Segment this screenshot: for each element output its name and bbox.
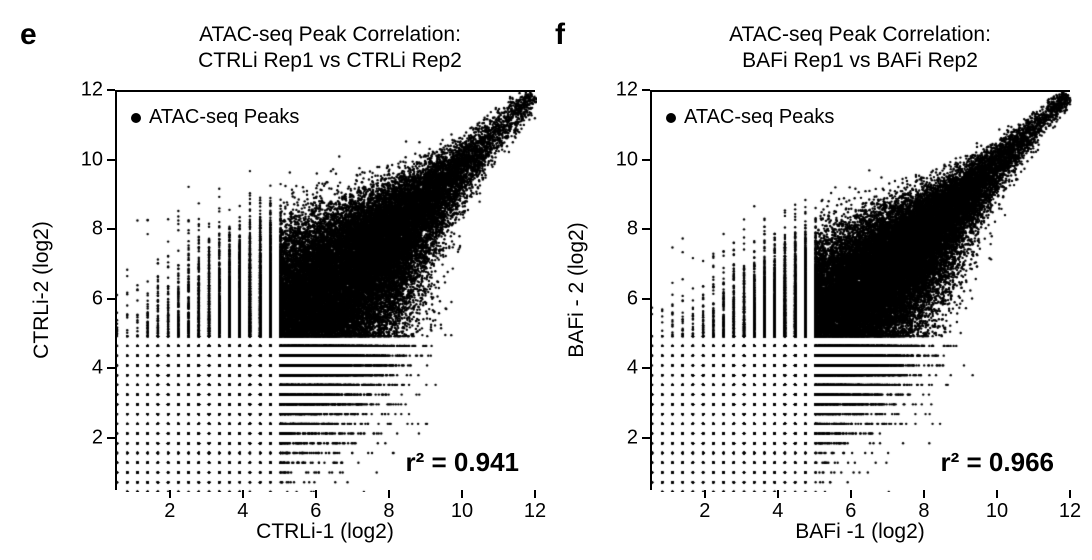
tick-mark-y <box>107 437 115 439</box>
tick-label-y: 8 <box>77 218 103 241</box>
tick-mark-y <box>107 367 115 369</box>
title-f-line1: ATAC-seq Peak Correlation: <box>729 23 991 46</box>
plot-frame-e: ATAC-seq Peaks r² = 0.941 <box>115 90 535 490</box>
scatter-canvas-f <box>652 92 1072 492</box>
tick-label-y: 6 <box>612 287 638 310</box>
legend-text-e: ATAC-seq Peaks <box>149 106 299 129</box>
tick-label-y: 2 <box>612 426 638 449</box>
tick-label-x: 4 <box>237 500 248 523</box>
tick-mark-x <box>704 490 706 498</box>
tick-label-y: 12 <box>612 79 638 102</box>
tick-label-y: 10 <box>77 148 103 171</box>
legend-text-f: ATAC-seq Peaks <box>684 106 834 129</box>
figure-container: e f ATAC-seq Peak Correlation: CTRLi Rep… <box>0 0 1092 560</box>
tick-label-x: 6 <box>845 500 856 523</box>
ylabel-e: CTRLi-2 (log2) <box>30 221 54 359</box>
title-f-line2: BAFi Rep1 vs BAFi Rep2 <box>742 49 978 72</box>
tick-mark-x <box>461 490 463 498</box>
tick-mark-y <box>642 437 650 439</box>
tick-mark-y <box>107 89 115 91</box>
tick-mark-y <box>642 89 650 91</box>
tick-mark-x <box>169 490 171 498</box>
scatter-canvas-e <box>117 92 537 492</box>
panel-label-f: f <box>555 18 565 52</box>
xlabel-e: CTRLi-1 (log2) <box>256 520 394 544</box>
tick-label-x: 12 <box>1059 500 1081 523</box>
r2-value-e: r² = 0.941 <box>406 447 519 477</box>
tick-label-x: 2 <box>699 500 710 523</box>
tick-mark-y <box>642 367 650 369</box>
tick-label-x: 8 <box>383 500 394 523</box>
tick-label-x: 6 <box>310 500 321 523</box>
tick-mark-y <box>642 228 650 230</box>
panel-label-e: e <box>20 18 37 52</box>
tick-mark-y <box>642 298 650 300</box>
tick-mark-x <box>996 490 998 498</box>
tick-label-y: 4 <box>612 357 638 380</box>
tick-label-y: 6 <box>77 287 103 310</box>
legend-dot-icon <box>131 113 141 123</box>
tick-mark-x <box>388 490 390 498</box>
tick-label-y: 12 <box>77 79 103 102</box>
tick-mark-y <box>642 159 650 161</box>
title-e-line2: CTRLi Rep1 vs CTRLi Rep2 <box>198 49 462 72</box>
tick-label-y: 8 <box>612 218 638 241</box>
tick-mark-x <box>242 490 244 498</box>
r2-value-f: r² = 0.966 <box>941 447 1054 477</box>
tick-mark-y <box>107 298 115 300</box>
title-e: ATAC-seq Peak Correlation: CTRLi Rep1 vs… <box>110 22 550 75</box>
tick-mark-x <box>534 490 536 498</box>
plot-frame-f: ATAC-seq Peaks r² = 0.966 <box>650 90 1070 490</box>
r2-text-f: r² = 0.966 <box>941 447 1054 478</box>
legend-f: ATAC-seq Peaks <box>666 106 834 129</box>
tick-label-y: 10 <box>612 148 638 171</box>
tick-mark-x <box>850 490 852 498</box>
tick-label-x: 8 <box>918 500 929 523</box>
r2-text-e: r² = 0.941 <box>406 447 519 478</box>
tick-label-x: 4 <box>772 500 783 523</box>
tick-label-x: 2 <box>164 500 175 523</box>
tick-mark-x <box>777 490 779 498</box>
legend-e: ATAC-seq Peaks <box>131 106 299 129</box>
tick-label-x: 10 <box>451 500 473 523</box>
tick-mark-x <box>923 490 925 498</box>
title-e-line1: ATAC-seq Peak Correlation: <box>199 23 461 46</box>
tick-mark-y <box>107 159 115 161</box>
tick-mark-y <box>107 228 115 230</box>
ylabel-f: BAFi - 2 (log2) <box>565 222 589 357</box>
legend-dot-icon <box>666 113 676 123</box>
xlabel-f: BAFi -1 (log2) <box>795 520 925 544</box>
tick-label-y: 4 <box>77 357 103 380</box>
tick-mark-x <box>1069 490 1071 498</box>
tick-mark-x <box>315 490 317 498</box>
title-f: ATAC-seq Peak Correlation: BAFi Rep1 vs … <box>640 22 1080 75</box>
tick-label-y: 2 <box>77 426 103 449</box>
tick-label-x: 12 <box>524 500 546 523</box>
tick-label-x: 10 <box>986 500 1008 523</box>
